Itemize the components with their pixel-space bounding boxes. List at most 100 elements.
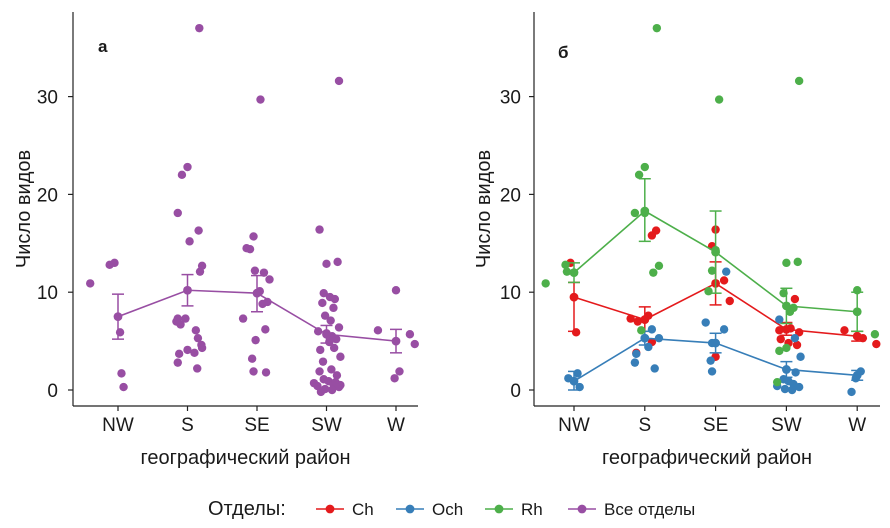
mean-point	[852, 307, 862, 317]
data-point	[561, 260, 570, 270]
legend-item-rh: Rh	[485, 500, 543, 519]
data-point	[775, 326, 784, 335]
data-point	[86, 279, 95, 288]
data-point	[197, 343, 207, 353]
data-point	[250, 266, 260, 275]
data-point	[630, 358, 640, 367]
data-point	[119, 382, 128, 392]
y-tick-label: 10	[500, 283, 521, 304]
data-point	[790, 333, 800, 343]
data-point	[772, 377, 782, 387]
data-point	[707, 266, 717, 275]
data-point	[329, 343, 339, 353]
data-point	[183, 345, 192, 355]
mean-point	[183, 285, 192, 295]
data-point	[333, 257, 342, 267]
mean-point	[852, 370, 862, 380]
data-point	[650, 364, 659, 373]
data-point	[701, 318, 710, 327]
data-point	[336, 380, 345, 390]
x-tick-label-se: SE	[703, 415, 728, 436]
data-point	[706, 356, 715, 365]
data-point	[575, 382, 584, 392]
mean-point	[252, 288, 262, 298]
data-point	[242, 243, 251, 253]
data-point	[775, 346, 784, 356]
data-point	[326, 316, 335, 325]
data-point	[652, 23, 662, 33]
data-point	[191, 326, 201, 335]
data-point	[637, 326, 646, 335]
data-point	[249, 367, 258, 376]
x-tick-label-s: S	[181, 415, 194, 436]
x-tick-label-s: S	[638, 415, 651, 436]
data-point	[319, 288, 328, 298]
x-tick-label-nw: NW	[102, 415, 134, 436]
legend-swatch-dot	[494, 504, 504, 514]
legend-swatch-dot	[405, 504, 415, 514]
data-point	[707, 367, 717, 376]
y-axis-title: Число видов	[473, 150, 495, 268]
data-point	[787, 385, 797, 395]
data-point	[722, 267, 731, 276]
legend-label: Rh	[521, 500, 543, 519]
legend-title: Отделы:	[208, 498, 286, 520]
data-point	[336, 352, 345, 361]
data-point	[790, 294, 800, 304]
data-point	[793, 257, 802, 267]
panel-tag: а	[98, 37, 108, 56]
data-point	[177, 170, 187, 180]
legend-swatch-dot	[325, 504, 335, 514]
legend-item-все-отделы: Все отделы	[568, 500, 695, 519]
data-point	[193, 364, 202, 373]
data-point	[405, 330, 415, 339]
data-point	[410, 339, 419, 349]
y-tick-label: 20	[37, 185, 58, 206]
data-point	[185, 237, 194, 246]
data-point	[719, 325, 729, 334]
y-tick-label: 20	[500, 185, 521, 206]
data-point	[193, 333, 203, 343]
data-point	[775, 315, 784, 324]
x-tick-label-w: W	[387, 415, 405, 436]
data-point	[776, 334, 785, 344]
data-point	[782, 343, 791, 353]
mean-point	[113, 312, 123, 322]
mean-point	[322, 329, 331, 339]
legend-item-och: Och	[396, 500, 463, 519]
mean-point	[640, 315, 650, 324]
series-och-marks	[564, 267, 865, 397]
data-point	[195, 23, 204, 33]
data-point	[649, 268, 658, 277]
mean-point	[782, 365, 791, 374]
data-point	[247, 354, 257, 363]
data-point	[847, 387, 856, 397]
data-point	[704, 287, 713, 296]
data-point	[173, 358, 182, 367]
data-point	[181, 314, 190, 323]
data-point	[870, 330, 880, 339]
x-tick-label-sw: SW	[771, 415, 802, 436]
data-point	[840, 326, 849, 335]
data-point	[332, 334, 341, 344]
data-point	[640, 162, 649, 172]
data-point	[315, 225, 324, 234]
data-point	[176, 320, 185, 329]
data-point	[110, 258, 119, 268]
data-point	[313, 327, 323, 336]
data-point	[872, 339, 881, 349]
data-point	[256, 95, 265, 104]
legend: Отделы: Ch Och Rh Все отделы	[208, 498, 695, 520]
data-point	[261, 325, 270, 334]
panel-tag: б	[558, 43, 569, 62]
data-point	[249, 232, 258, 241]
data-point	[794, 76, 804, 86]
data-point	[391, 286, 401, 295]
data-point	[327, 365, 336, 374]
data-point	[322, 259, 331, 269]
data-point	[654, 261, 664, 270]
data-point	[265, 275, 274, 284]
